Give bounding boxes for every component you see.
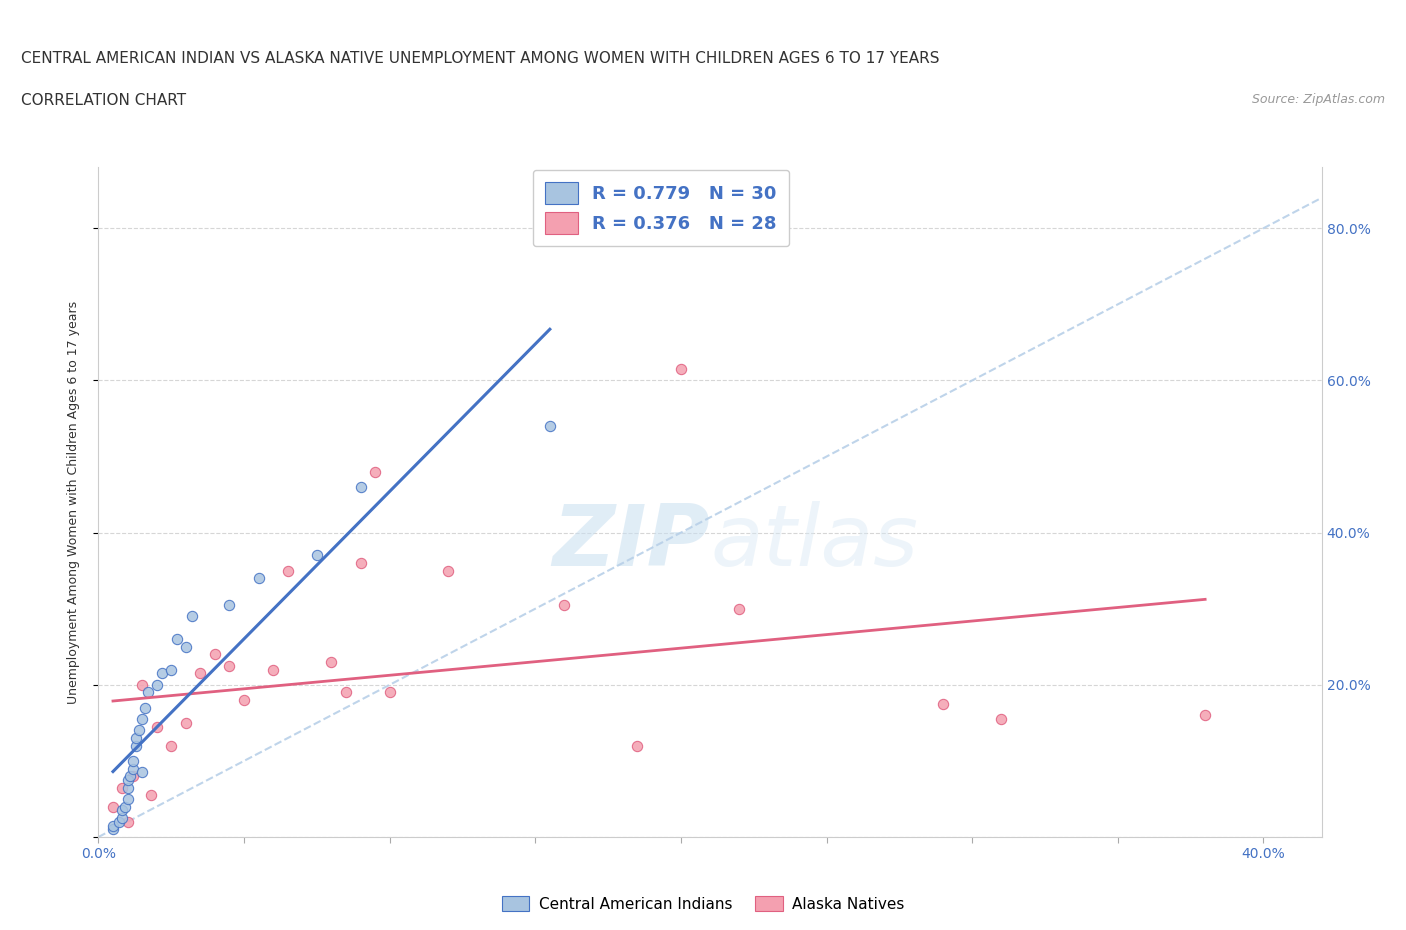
Point [262,662,284,677]
Point [437,564,460,578]
Point [101,822,124,837]
Point [166,631,188,646]
Point [139,788,162,803]
Point [180,609,202,624]
Point [125,738,148,753]
Point [122,753,145,768]
Point [321,655,343,670]
Point [101,818,124,833]
Point [131,711,153,726]
Point [188,666,212,681]
Point [378,685,401,700]
Point [122,761,145,776]
Point [117,780,139,795]
Point [728,602,751,617]
Text: atlas: atlas [710,501,918,584]
Point [174,715,197,730]
Point [117,815,139,830]
Point [136,685,159,700]
Point [204,647,226,662]
Point [152,666,174,681]
Point [117,773,139,788]
Point [990,711,1012,726]
Point [145,719,167,734]
Point [538,418,561,433]
Point [160,738,183,753]
Point [134,700,156,715]
Point [114,799,136,814]
Y-axis label: Unemployment Among Women with Children Ages 6 to 17 years: Unemployment Among Women with Children A… [67,300,80,704]
Point [145,677,167,692]
Legend: Central American Indians, Alaska Natives: Central American Indians, Alaska Natives [496,889,910,918]
Point [1194,708,1216,723]
Text: Source: ZipAtlas.com: Source: ZipAtlas.com [1251,93,1385,106]
Point [335,685,357,700]
Point [131,764,153,779]
Point [128,723,150,737]
Point [160,662,183,677]
Point [108,815,131,830]
Point [111,811,134,826]
Text: CENTRAL AMERICAN INDIAN VS ALASKA NATIVE UNEMPLOYMENT AMONG WOMEN WITH CHILDREN : CENTRAL AMERICAN INDIAN VS ALASKA NATIVE… [21,51,939,66]
Point [120,769,142,784]
Point [111,803,134,817]
Point [218,597,240,612]
Point [117,791,139,806]
Legend: R = 0.779   N = 30, R = 0.376   N = 28: R = 0.779 N = 30, R = 0.376 N = 28 [533,170,789,246]
Point [125,731,148,746]
Point [233,693,256,708]
Point [247,571,270,586]
Point [131,677,153,692]
Point [305,548,328,563]
Point [349,555,371,570]
Point [218,658,240,673]
Point [349,480,371,495]
Point [553,597,575,612]
Point [626,738,648,753]
Point [364,464,387,479]
Point [111,780,134,795]
Point [101,799,124,814]
Point [669,362,692,377]
Text: ZIP: ZIP [553,501,710,584]
Point [174,639,197,654]
Point [122,769,145,784]
Text: CORRELATION CHART: CORRELATION CHART [21,93,186,108]
Point [932,697,955,711]
Point [277,564,299,578]
